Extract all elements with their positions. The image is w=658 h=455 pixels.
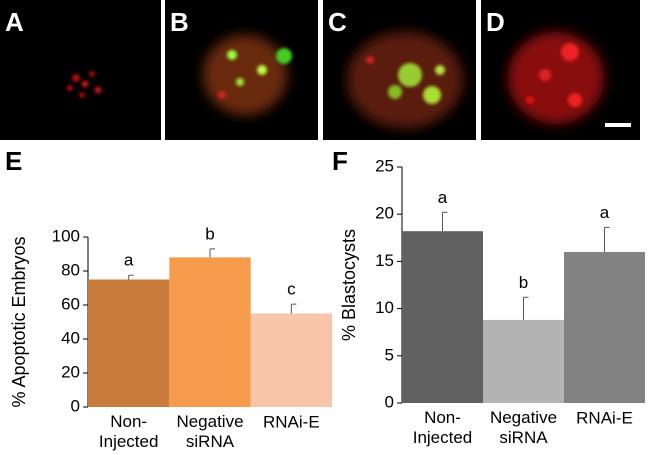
y-tick-label: 10 <box>375 298 394 317</box>
y-tick-label: 0 <box>71 396 80 415</box>
y-tick-label: 20 <box>375 204 394 223</box>
micrographs <box>0 0 640 140</box>
significance-label: a <box>600 203 610 222</box>
y-tick-label: 80 <box>61 260 80 279</box>
panel-label: F <box>332 146 348 176</box>
x-tick-label: RNAi-E <box>263 412 320 431</box>
significance-label: a <box>124 251 134 270</box>
bar <box>483 319 564 403</box>
x-tick-label: RNAi-E <box>576 408 633 427</box>
y-tick-label: 100 <box>52 226 80 245</box>
x-tick-label: Negative siRNA <box>176 412 243 451</box>
significance-label: b <box>205 224 214 243</box>
bar <box>250 313 332 407</box>
y-tick-label: 15 <box>375 251 394 270</box>
y-tick-label: 60 <box>61 294 80 313</box>
x-tick-label: Non-Injected <box>99 412 159 451</box>
significance-label: b <box>519 273 528 292</box>
significance-label: a <box>438 188 448 207</box>
y-tick-label: 20 <box>61 362 80 381</box>
x-tick-label: Negative siRNA <box>490 408 557 447</box>
panel-label: D <box>486 7 505 37</box>
significance-label: c <box>287 280 296 299</box>
x-tick-label: Non-Injected <box>413 408 473 447</box>
y-tick-label: 0 <box>385 392 394 411</box>
bar <box>169 257 251 407</box>
y-axis-label: % Apoptotic Embryos <box>9 236 29 407</box>
bar <box>88 279 170 407</box>
bar <box>564 251 645 403</box>
panel-label: B <box>170 7 189 37</box>
y-tick-label: 40 <box>61 328 80 347</box>
y-tick-label: 5 <box>385 345 394 364</box>
y-tick-label: 25 <box>375 156 394 175</box>
image-a <box>0 0 161 140</box>
y-axis-label: % Blastocysts <box>339 229 359 341</box>
panel-label: A <box>5 7 24 37</box>
panel-label: C <box>328 7 347 37</box>
bar <box>402 231 483 403</box>
panel-label: E <box>5 146 22 176</box>
